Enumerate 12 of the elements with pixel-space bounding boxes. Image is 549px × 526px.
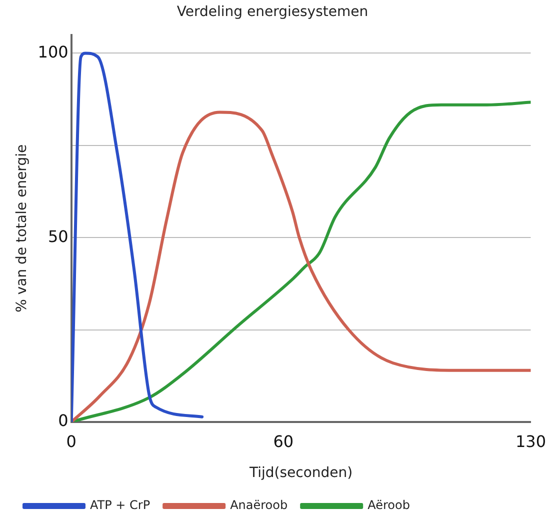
legend-label: ATP + CrP — [90, 498, 150, 512]
y-tick-label: 50 — [48, 226, 68, 246]
y-axis-title: % van de totale energie — [14, 144, 30, 312]
legend-label: Aëroob — [368, 498, 410, 512]
y-tick-label: 100 — [38, 42, 68, 62]
x-axis-title: Tijd(seconden) — [248, 465, 353, 482]
x-tick-label: 130 — [515, 432, 546, 451]
legend-label: Anaëroob — [230, 498, 288, 512]
chart-title: Verdeling energiesystemen — [176, 4, 368, 20]
line-series — [71, 52, 204, 422]
y-tick-label: 0 — [58, 411, 68, 430]
x-tick-label: 60 — [273, 432, 294, 451]
